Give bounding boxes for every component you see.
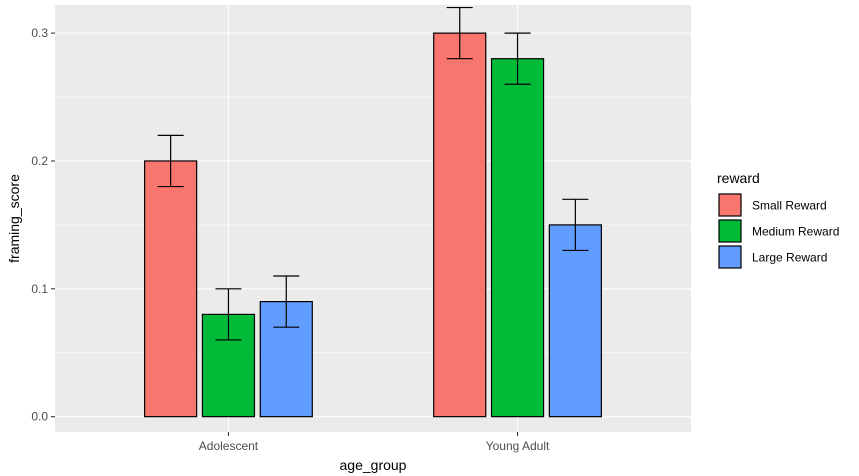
legend-label: Large Reward — [752, 251, 827, 265]
y-tick-label: 0.3 — [31, 26, 48, 40]
bar — [433, 32, 487, 418]
y-axis: 0.0 0.1 0.2 0.3 — [31, 26, 55, 424]
x-axis: Adolescent Young Adult — [199, 432, 550, 453]
legend: reward Small Reward Medium Reward Large Re… — [717, 170, 839, 269]
legend-label: Medium Reward — [752, 225, 839, 239]
y-axis-title: framing_score — [6, 174, 22, 263]
legend-title: reward — [717, 170, 760, 186]
y-tick-label: 0.1 — [31, 282, 48, 296]
bar — [548, 224, 602, 418]
bar — [144, 160, 198, 418]
y-tick-label: 0.0 — [31, 410, 48, 424]
legend-label: Small Reward — [752, 199, 827, 213]
bar — [490, 58, 545, 418]
x-tick-label: Adolescent — [199, 439, 259, 453]
legend-key — [718, 193, 742, 217]
legend-key — [718, 245, 742, 269]
y-tick-label: 0.2 — [31, 154, 48, 168]
bars — [144, 32, 602, 418]
legend-key — [718, 219, 742, 243]
x-axis-title: age_group — [340, 457, 407, 473]
error-bars — [157, 6, 589, 341]
x-tick-label: Young Adult — [486, 439, 550, 453]
